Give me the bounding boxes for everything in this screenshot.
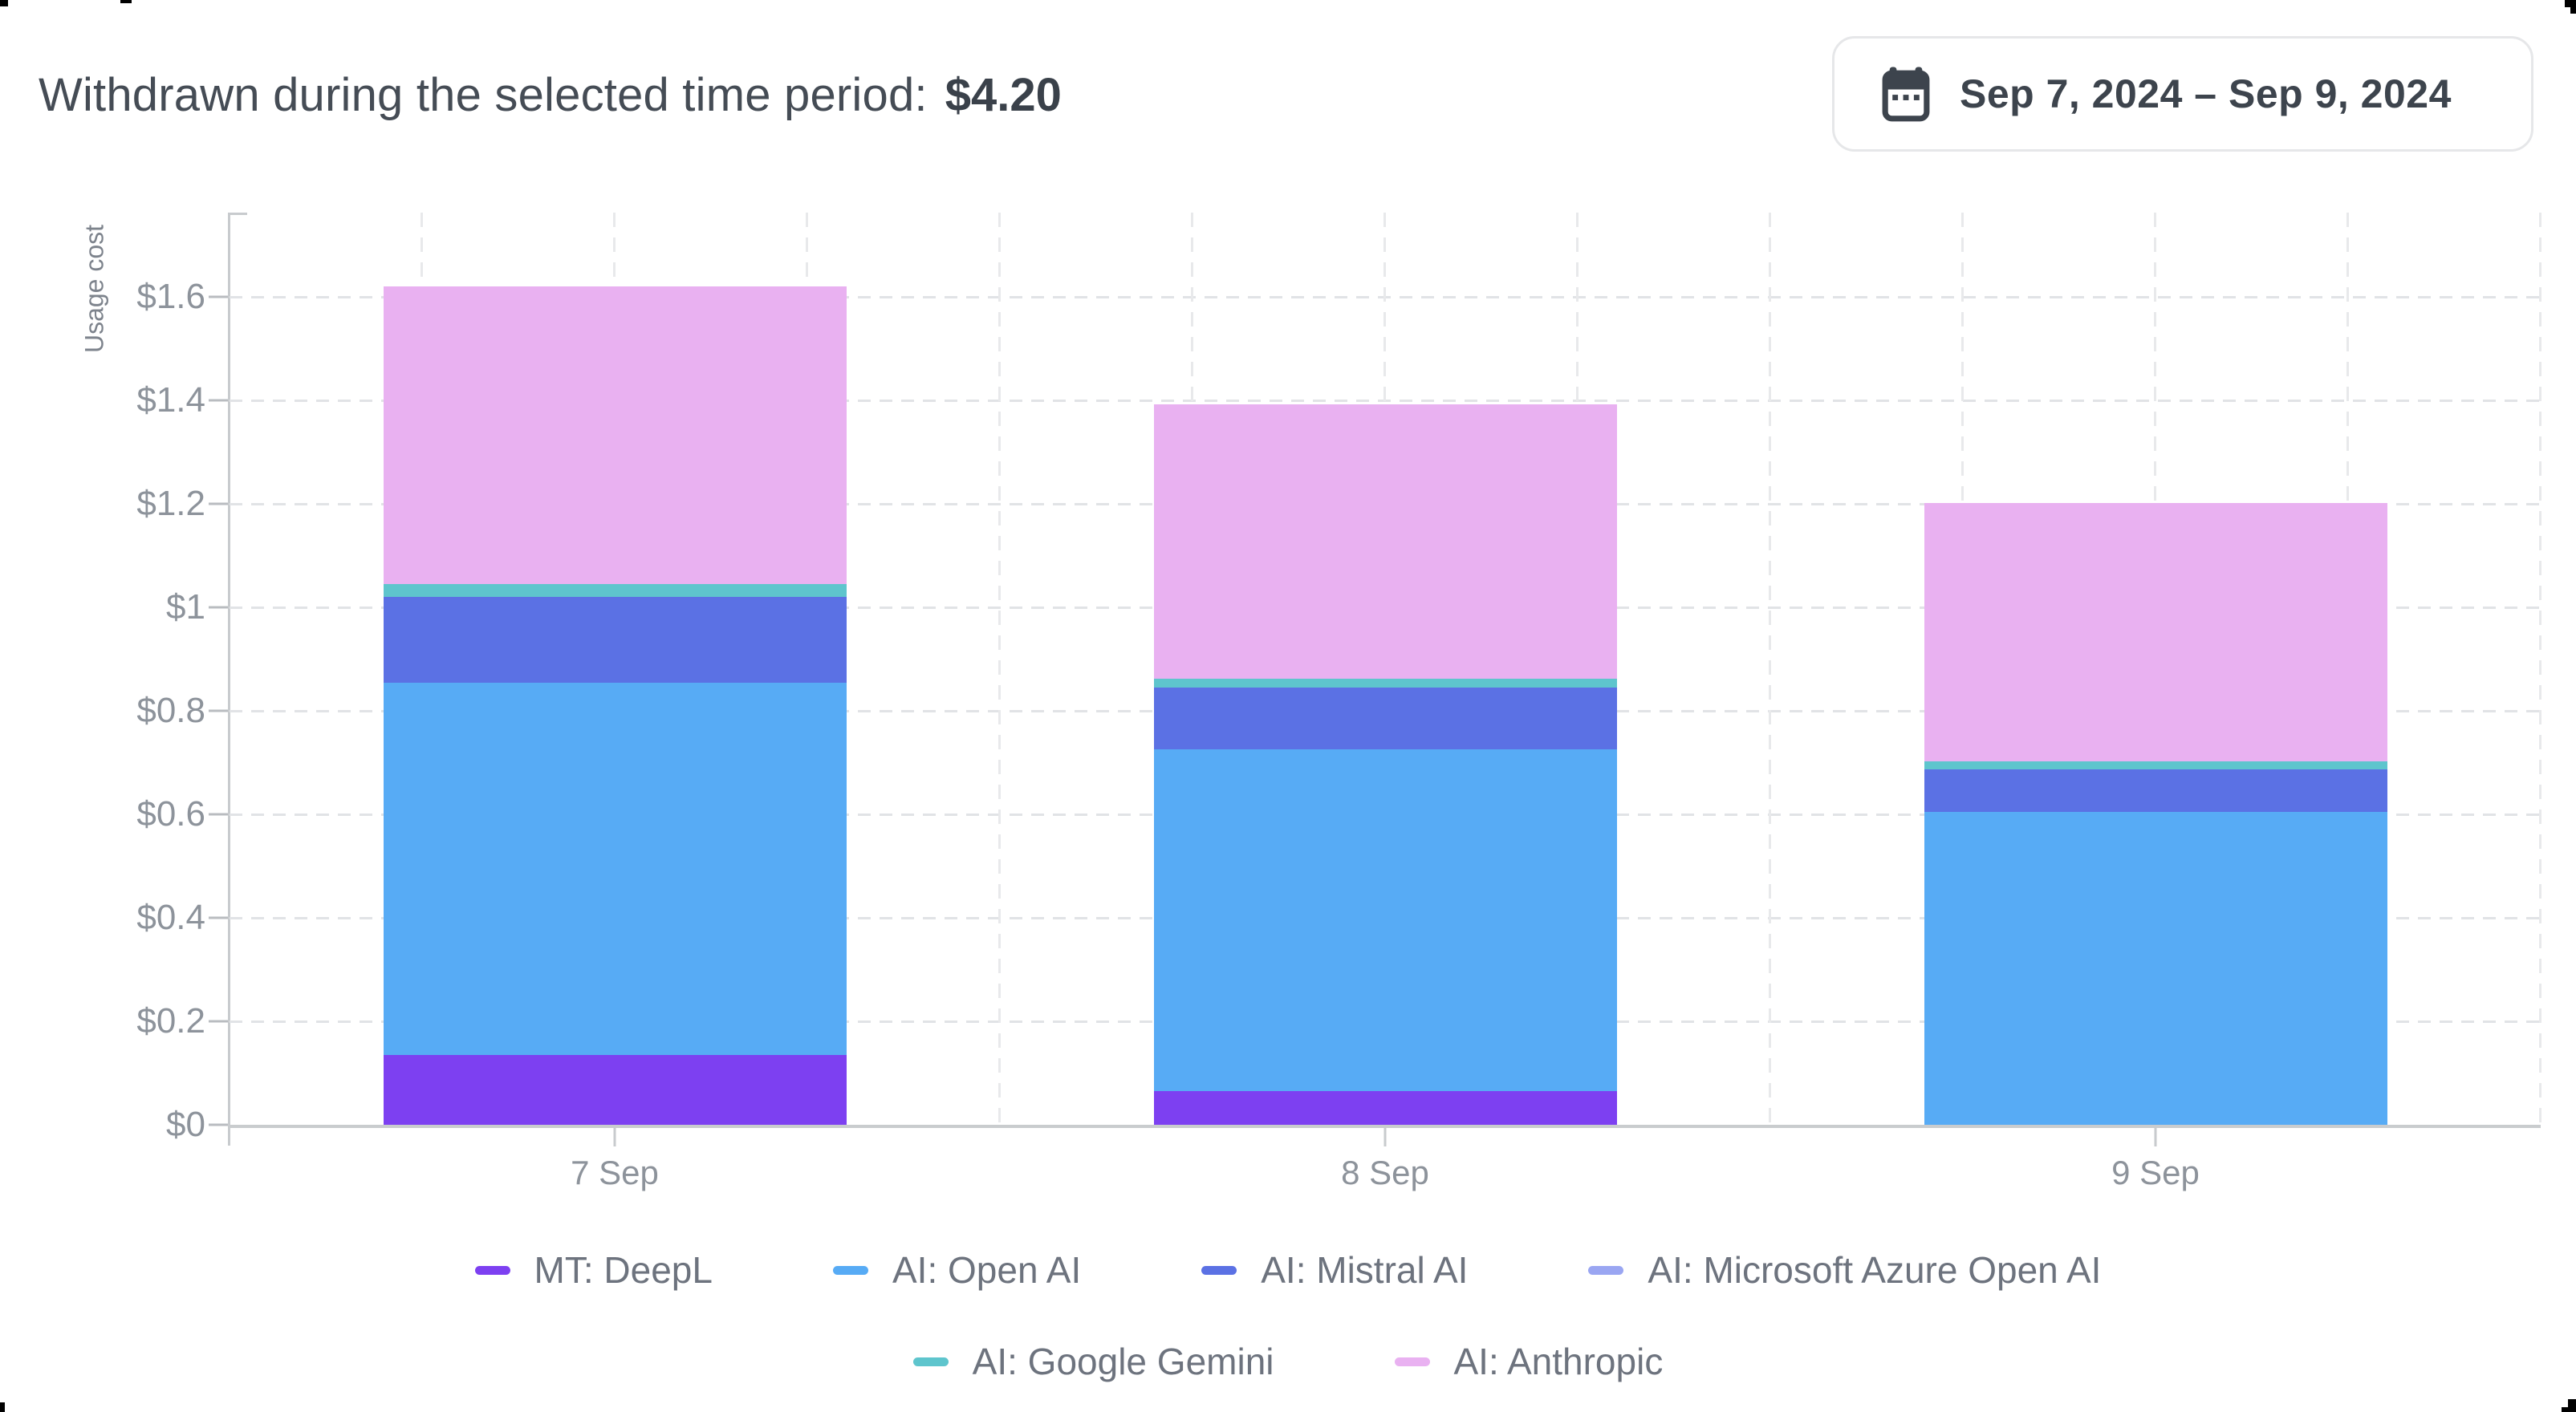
legend-item[interactable]: AI: Microsoft Azure Open AI xyxy=(1588,1248,2101,1292)
x-axis-label: 8 Sep xyxy=(1341,1154,1429,1191)
chart-legend-row-1: MT: DeepL AI: Open AI AI: Mistral AI AI: Mi… xyxy=(0,1248,2576,1292)
bar-segment[interactable] xyxy=(383,583,847,598)
y-tick-label: $1.2 xyxy=(136,484,205,523)
x-tick-mark xyxy=(2154,1128,2157,1146)
legend-marker-icon xyxy=(912,1357,949,1366)
legend-item[interactable]: AI: Open AI xyxy=(832,1248,1082,1292)
screen-corner-artifact xyxy=(2562,1407,2568,1412)
y-tick-label: $0 xyxy=(166,1105,205,1144)
screen-edge-artifact xyxy=(120,0,132,3)
legend-marker-icon xyxy=(1588,1265,1624,1275)
x-gridline xyxy=(998,213,1001,1128)
y-tick-mark xyxy=(209,1123,228,1126)
legend-label: AI: Open AI xyxy=(892,1249,1082,1291)
legend-label: AI: Anthropic xyxy=(1453,1341,1664,1382)
bar-segment[interactable] xyxy=(383,597,847,683)
screen-corner-artifact xyxy=(2570,7,2576,14)
y-tick-mark xyxy=(209,502,228,505)
y-axis-top-tick xyxy=(230,213,247,215)
screen-corner-artifact xyxy=(0,1402,5,1412)
legend-item[interactable]: AI: Google Gemini xyxy=(912,1340,1274,1383)
x-gridline xyxy=(1769,213,1771,1128)
legend-marker-icon xyxy=(1394,1357,1430,1366)
y-tick-mark xyxy=(209,709,228,712)
x-tick-mark xyxy=(613,1128,616,1146)
bar-segment[interactable] xyxy=(1153,749,1617,1092)
withdrawn-summary-label: Withdrawn during the selected time perio… xyxy=(39,69,928,121)
bar-segment[interactable] xyxy=(1924,811,2387,1125)
x-axis-label: 9 Sep xyxy=(2111,1154,2200,1191)
screen-corner-artifact xyxy=(2565,0,2576,7)
x-gridline xyxy=(2539,213,2541,1128)
plot-area xyxy=(230,213,2541,1128)
y-tick-label: $0.8 xyxy=(136,691,205,730)
y-axis-line xyxy=(228,213,230,1146)
legend-label: AI: Microsoft Azure Open AI xyxy=(1648,1249,2102,1291)
withdrawn-amount: $4.20 xyxy=(945,69,1062,121)
y-tick-label: $1.4 xyxy=(136,380,205,420)
bar-segment[interactable] xyxy=(383,682,847,1055)
y-tick-mark xyxy=(209,1020,228,1023)
calendar-icon xyxy=(1879,65,1932,123)
date-range-picker-button[interactable]: Sep 7, 2024 – Sep 9, 2024 xyxy=(1832,36,2533,152)
y-tick-mark xyxy=(209,916,228,919)
legend-label: AI: Mistral AI xyxy=(1261,1249,1469,1291)
bar-segment[interactable] xyxy=(383,1054,847,1125)
y-tick-label: $1.6 xyxy=(136,277,205,316)
legend-item[interactable]: AI: Anthropic xyxy=(1394,1340,1664,1383)
chart-legend-row-2: AI: Google Gemini AI: Anthropic xyxy=(0,1340,2576,1383)
x-tick-mark xyxy=(1383,1128,1387,1146)
y-tick-mark xyxy=(209,606,228,609)
y-tick-label: $0.4 xyxy=(136,898,205,937)
header: Withdrawn during the selected time perio… xyxy=(39,68,1062,122)
bar-segment[interactable] xyxy=(1153,404,1617,680)
legend-label: MT: DeepL xyxy=(534,1249,713,1291)
bar-segment[interactable] xyxy=(1924,761,2387,769)
y-tick-label: $0.2 xyxy=(136,1001,205,1041)
legend-marker-icon xyxy=(1201,1265,1237,1275)
y-tick-label: $1 xyxy=(166,587,205,627)
legend-item[interactable]: AI: Mistral AI xyxy=(1201,1248,1468,1292)
screen-corner-artifact xyxy=(0,0,8,6)
bar-segment[interactable] xyxy=(1924,502,2387,762)
bar-segment[interactable] xyxy=(1924,769,2387,812)
x-axis-label: 7 Sep xyxy=(571,1154,659,1191)
y-tick-mark xyxy=(209,399,228,402)
y-tick-mark xyxy=(209,813,228,816)
legend-label: AI: Google Gemini xyxy=(972,1341,1274,1382)
bar-segment[interactable] xyxy=(1153,679,1617,688)
y-tick-label: $0.6 xyxy=(136,794,205,834)
bar-segment[interactable] xyxy=(1153,687,1617,750)
legend-marker-icon xyxy=(474,1265,510,1275)
bar-segment[interactable] xyxy=(383,286,847,584)
date-range-label: Sep 7, 2024 – Sep 9, 2024 xyxy=(1960,71,2452,116)
y-tick-mark xyxy=(209,295,228,298)
bar-segment[interactable] xyxy=(1153,1091,1617,1125)
legend-marker-icon xyxy=(832,1265,868,1275)
screen-corner-artifact xyxy=(2568,1399,2576,1412)
legend-item[interactable]: MT: DeepL xyxy=(474,1248,713,1292)
